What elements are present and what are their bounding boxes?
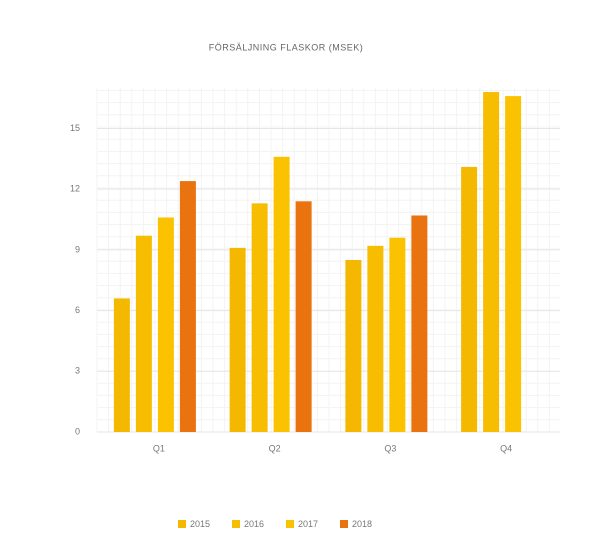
y-tick-label: 6 xyxy=(75,305,80,315)
legend-swatch xyxy=(340,520,348,528)
bar xyxy=(273,156,290,433)
bar xyxy=(179,181,196,432)
y-tick-label: 3 xyxy=(75,366,80,376)
legend-swatch xyxy=(178,520,186,528)
y-tick-label: 9 xyxy=(75,244,80,254)
x-tick-label: Q3 xyxy=(384,443,396,453)
x-tick-label: Q2 xyxy=(269,443,281,453)
bar xyxy=(113,298,130,432)
bar xyxy=(295,201,312,432)
y-tick-label: 0 xyxy=(75,426,80,436)
bar xyxy=(367,245,384,432)
bar xyxy=(135,235,152,432)
bar xyxy=(505,96,522,432)
legend-swatch xyxy=(232,520,240,528)
y-tick-label: 12 xyxy=(70,184,80,194)
y-tick-label: 15 xyxy=(70,123,80,133)
legend-label: 2018 xyxy=(352,519,372,529)
bar xyxy=(483,92,500,432)
bar xyxy=(229,247,246,432)
bar xyxy=(251,203,268,432)
bar xyxy=(389,237,406,432)
legend-label: 2016 xyxy=(244,519,264,529)
bar xyxy=(345,260,362,432)
x-tick-label: Q4 xyxy=(500,443,512,453)
legend-label: 2017 xyxy=(298,519,318,529)
chart-title: FÖRSÄLJNING FLASKOR (MSEK) xyxy=(209,42,364,52)
legend-swatch xyxy=(286,520,294,528)
bar xyxy=(461,166,478,432)
x-tick-label: Q1 xyxy=(153,443,165,453)
bar xyxy=(157,217,174,432)
bar xyxy=(411,215,428,432)
legend-label: 2015 xyxy=(190,519,210,529)
